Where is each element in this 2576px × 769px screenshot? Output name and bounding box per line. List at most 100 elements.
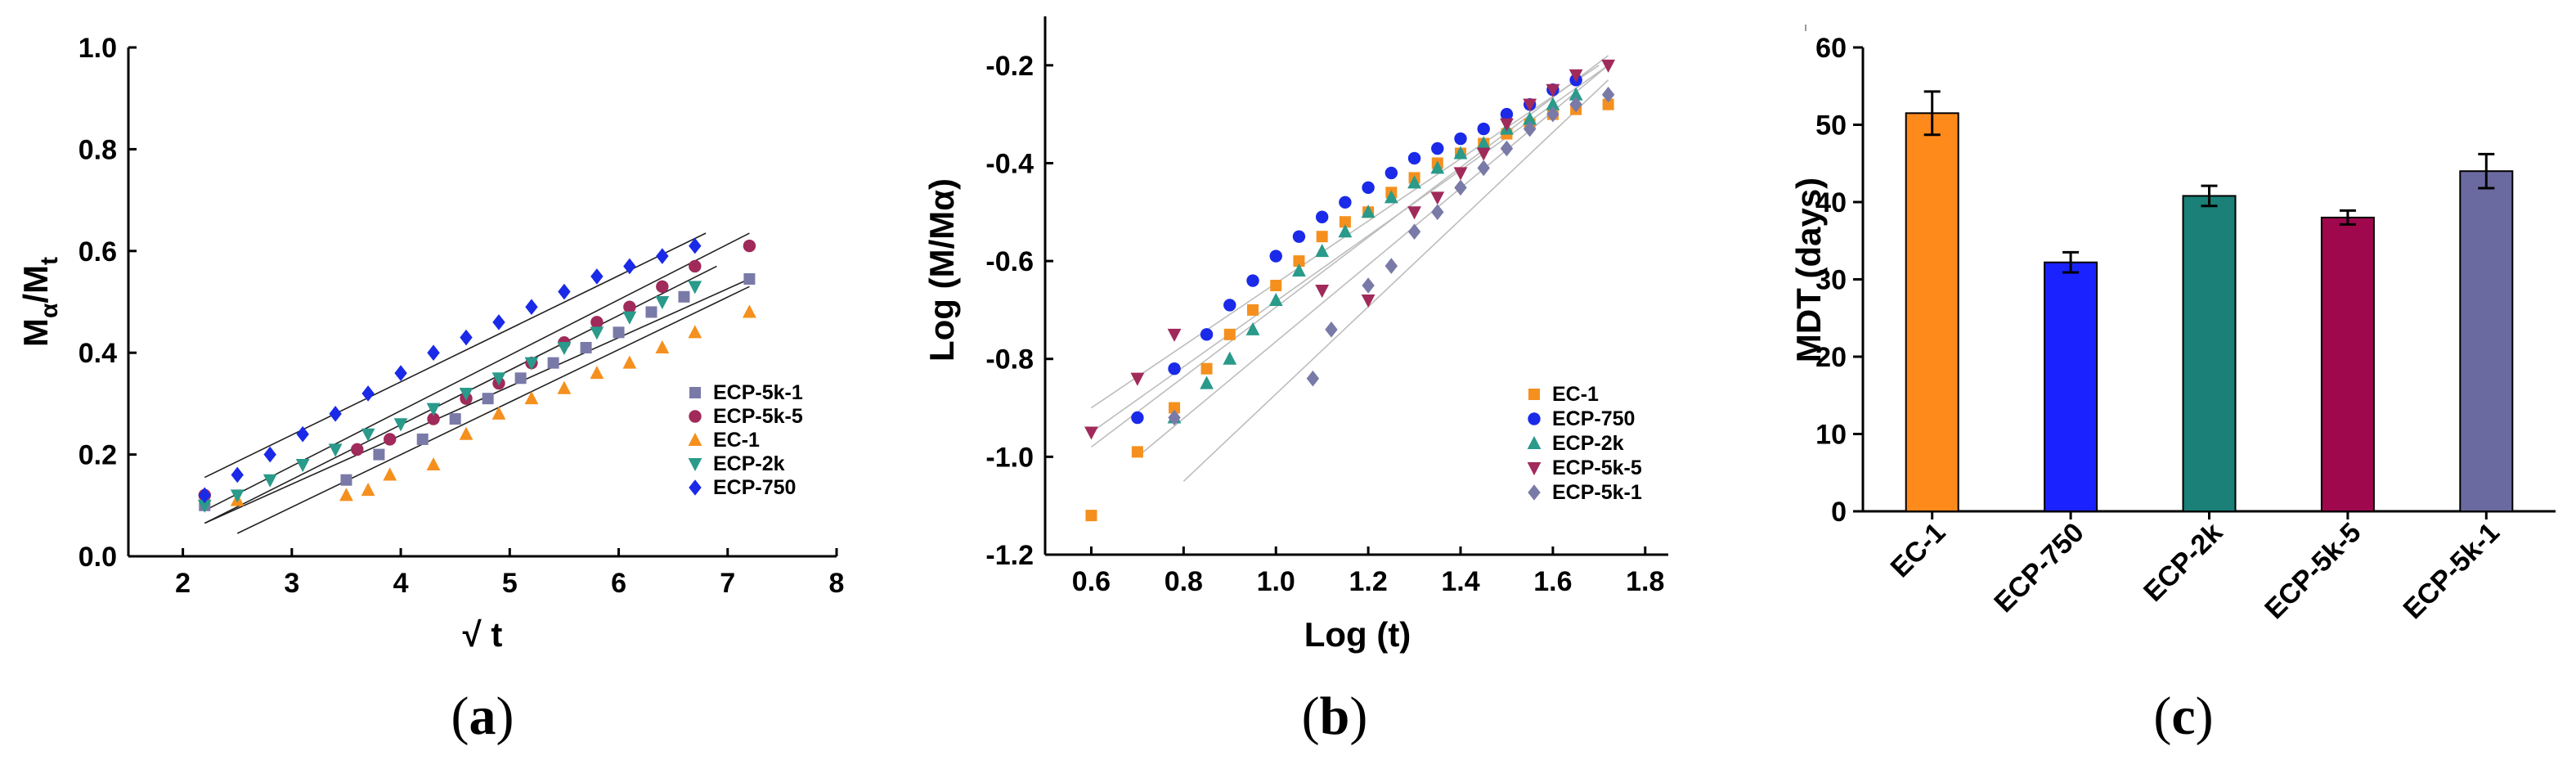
x-tick-label: 0.8 xyxy=(1165,566,1203,597)
data-point xyxy=(426,456,441,471)
fit-line xyxy=(204,232,750,511)
data-point xyxy=(351,443,364,456)
data-point xyxy=(373,448,385,461)
chart-b: 0.6 0.8 1.0 1.2 1.4 1.6 1.8 -1.2 -1.0 -0.8 -0.6 -0.… xyxy=(922,16,1668,654)
data-point xyxy=(1200,376,1214,389)
legend-marker xyxy=(1528,484,1541,501)
data-point xyxy=(1246,274,1259,287)
data-point xyxy=(590,316,604,329)
data-point xyxy=(361,483,375,497)
data-point xyxy=(1407,175,1421,189)
data-point xyxy=(427,412,440,425)
x-category-label: ECP-2k xyxy=(2138,517,2228,608)
y-tick-label: -1.0 xyxy=(985,442,1034,473)
data-point xyxy=(1169,402,1181,414)
panel-paren: ( xyxy=(2153,686,2171,746)
panel-letter: b xyxy=(1320,686,1350,746)
x-tick-label: 1.8 xyxy=(1626,566,1664,597)
data-point xyxy=(590,268,604,285)
data-point xyxy=(1546,97,1560,110)
y-tick-label: 50 xyxy=(1815,110,1847,142)
x-category-label: ECP-5k-1 xyxy=(2398,517,2506,625)
y-tick-label: 1.0 xyxy=(79,33,117,64)
data-point xyxy=(1407,206,1421,220)
data-point xyxy=(1131,446,1143,458)
data-point xyxy=(689,259,702,273)
y-label-sub: α xyxy=(36,303,63,318)
data-point xyxy=(645,306,657,318)
data-point xyxy=(688,281,702,295)
data-point xyxy=(231,466,244,483)
data-point xyxy=(1568,69,1583,83)
y-tick-label: -0.2 xyxy=(985,51,1034,82)
bar xyxy=(2182,195,2237,512)
data-point xyxy=(1269,250,1282,263)
panel-paren: ( xyxy=(451,686,469,746)
data-point xyxy=(1523,98,1537,112)
data-point xyxy=(1407,223,1421,240)
data-point xyxy=(1568,87,1583,101)
data-point xyxy=(1601,59,1616,73)
data-point xyxy=(1325,322,1338,338)
data-point xyxy=(1316,231,1328,243)
x-tick-label: 1.2 xyxy=(1349,566,1387,597)
data-point xyxy=(1085,510,1097,522)
data-point xyxy=(580,341,592,353)
data-point xyxy=(394,365,407,381)
data-point xyxy=(1268,292,1283,306)
y-axis-label: Log (M/Mα) xyxy=(922,178,961,362)
y-axis-label: MDT (days) xyxy=(1789,178,1828,362)
y-tick-label: -0.6 xyxy=(985,246,1034,277)
data-point xyxy=(482,393,494,405)
data-point xyxy=(622,355,637,369)
legend-label: ECP-5k-5 xyxy=(1552,456,1642,479)
x-tick-label: 6 xyxy=(611,568,626,599)
legend-label: ECP-5k-5 xyxy=(713,405,803,428)
data-point xyxy=(623,300,636,313)
data-point xyxy=(1338,224,1353,238)
panel-paren: ) xyxy=(1349,686,1367,746)
data-point xyxy=(1430,160,1445,174)
data-point xyxy=(524,391,539,405)
legend-marker xyxy=(689,410,702,423)
legend-marker xyxy=(689,479,702,496)
legend-label: ECP-750 xyxy=(1552,407,1635,430)
fit-line xyxy=(236,286,750,534)
data-point xyxy=(1431,204,1444,221)
data-point xyxy=(1431,142,1444,155)
legend-label: ECP-5k-1 xyxy=(1552,481,1642,504)
bar xyxy=(1905,112,1959,512)
data-point xyxy=(1500,140,1514,157)
data-point xyxy=(491,406,506,420)
data-point xyxy=(590,326,604,340)
data-point xyxy=(384,433,397,446)
x-tick-label: 0.6 xyxy=(1072,566,1111,597)
fit-line xyxy=(204,232,707,479)
x-tick-label: 8 xyxy=(829,568,845,599)
panel-paren: ( xyxy=(1302,686,1320,746)
data-point xyxy=(427,344,440,361)
x-tick-label: 1.4 xyxy=(1441,566,1479,597)
data-point xyxy=(1361,294,1376,308)
data-point xyxy=(1407,151,1421,165)
data-point xyxy=(1500,107,1514,121)
legend-label: ECP-5k-1 xyxy=(713,381,803,404)
data-point xyxy=(339,488,353,501)
panel-letter: c xyxy=(2171,686,2195,746)
data-point xyxy=(1453,167,1468,181)
data-point xyxy=(1430,191,1445,205)
y-tick-label: 0.0 xyxy=(79,542,117,573)
data-point xyxy=(329,406,342,422)
y-tick-label: 30 xyxy=(1815,265,1847,296)
y-tick-label: 0 xyxy=(1831,497,1847,528)
data-point xyxy=(689,237,702,254)
data-point xyxy=(1362,277,1375,294)
data-point xyxy=(1315,210,1329,223)
data-point xyxy=(361,428,375,442)
chart-c: 0 10 20 30 40 50 60 MDT (days) EC-1 ECP-750 ECP-2k… xyxy=(1789,33,2556,625)
y-axis-label: Mα/Mt xyxy=(16,257,63,347)
x-axis-label: Log (t) xyxy=(1304,615,1411,654)
data-point xyxy=(459,387,473,402)
data-point xyxy=(514,372,527,384)
